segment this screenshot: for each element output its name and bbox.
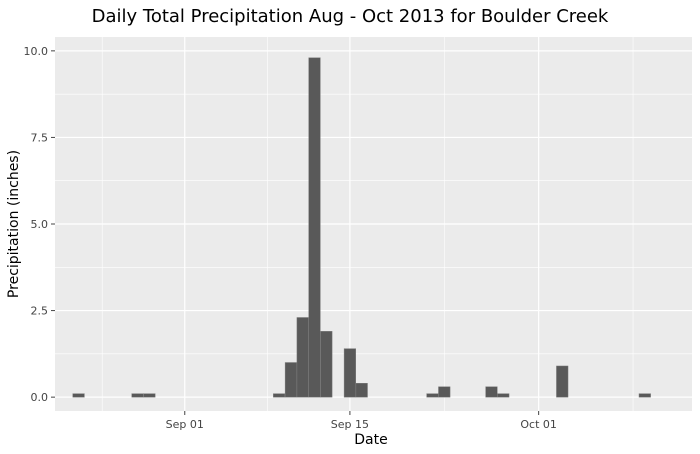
precipitation-bar	[72, 393, 85, 398]
precipitation-bar	[497, 393, 510, 398]
x-axis: Sep 01 Sep 15 Oct 01	[166, 411, 557, 431]
y-tick-label: 2.5	[31, 305, 49, 318]
precipitation-bar	[320, 331, 333, 398]
bar-series	[72, 57, 651, 398]
y-tick-label: 7.5	[31, 131, 49, 144]
y-axis-title: Precipitation (inches)	[6, 150, 22, 298]
precipitation-bar	[355, 383, 368, 398]
precipitation-bar	[273, 393, 286, 398]
y-axis: 0.0 2.5 5.0 7.5 10.0	[24, 45, 55, 404]
x-axis-title: Date	[354, 432, 387, 448]
precipitation-bar	[284, 362, 297, 398]
x-tick-label: Oct 01	[520, 418, 557, 431]
x-tick-label: Sep 15	[331, 418, 369, 431]
chart-title: Daily Total Precipitation Aug - Oct 2013…	[92, 6, 609, 27]
precipitation-bar	[556, 365, 569, 398]
precipitation-bar	[426, 393, 439, 398]
x-tick-label: Sep 01	[166, 418, 204, 431]
precipitation-bar	[343, 348, 356, 398]
major-gridlines	[55, 37, 692, 411]
precipitation-bar	[485, 386, 498, 398]
precipitation-bar	[638, 393, 651, 398]
precipitation-bar	[296, 317, 309, 398]
precipitation-bar	[143, 393, 156, 398]
precipitation-bar	[438, 386, 451, 398]
y-tick-label: 0.0	[31, 391, 49, 404]
y-tick-label: 10.0	[24, 45, 49, 58]
precipitation-bar	[131, 393, 144, 398]
y-tick-label: 5.0	[31, 218, 49, 231]
precipitation-bar	[308, 57, 321, 398]
